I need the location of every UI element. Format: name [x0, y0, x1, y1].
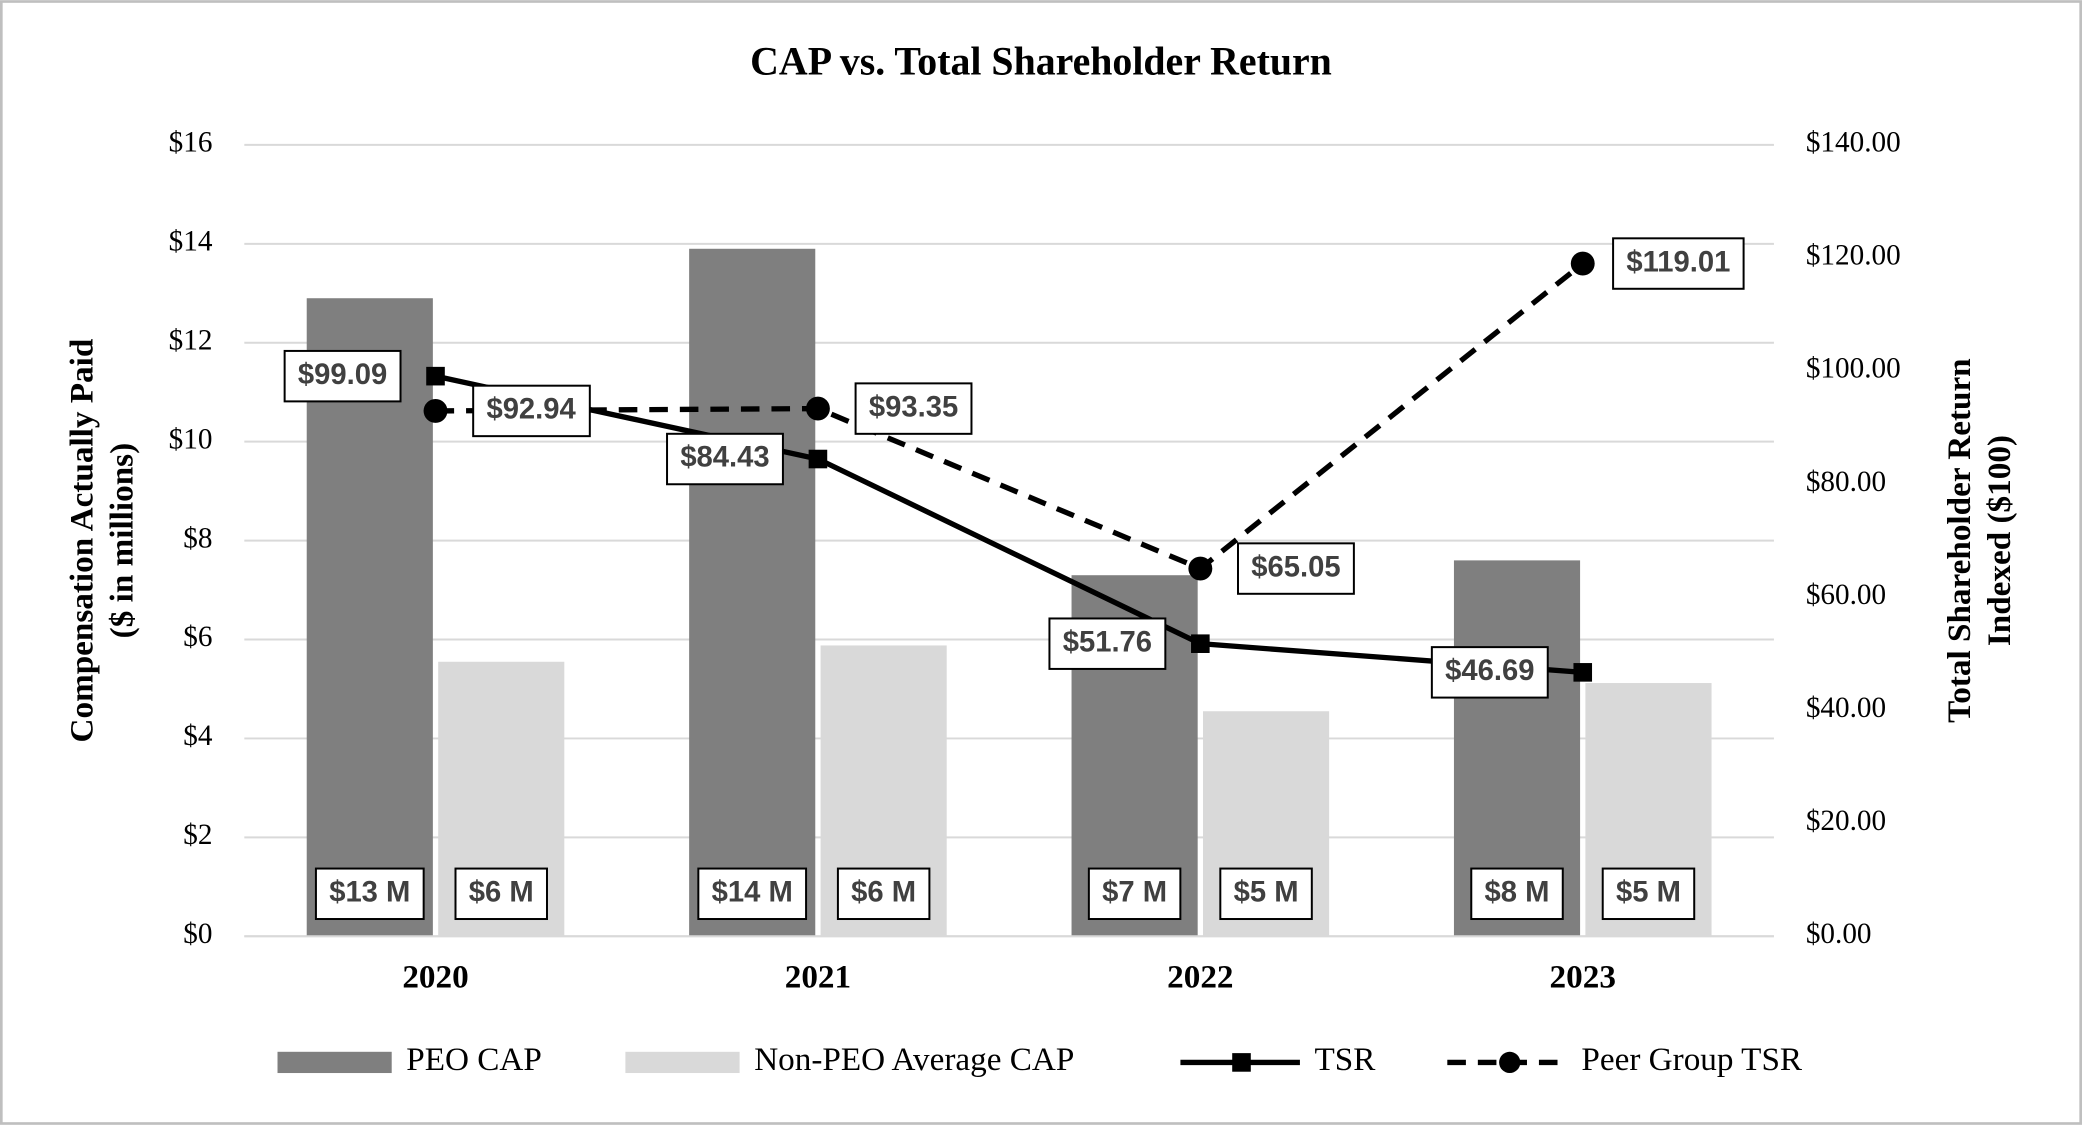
label-box: [1087, 867, 1182, 921]
value-label-box: $119.01: [1612, 237, 1745, 290]
value-label-box: $7 M: [1087, 867, 1182, 921]
y-tick-label: $6: [183, 621, 212, 653]
x-tick-label: 2021: [785, 959, 851, 996]
y2-tick-label: $120.00: [1806, 240, 1901, 272]
y-tick-label: $16: [169, 127, 213, 159]
value-label-box: $6 M: [836, 867, 931, 921]
legend-swatch: [625, 1051, 740, 1074]
label-box: [454, 867, 548, 921]
value-label: $6 M: [851, 877, 916, 909]
y2-tick-label: $140.00: [1806, 127, 1901, 159]
label-box: [472, 384, 591, 438]
value-label-box: $93.35: [854, 382, 973, 435]
label-box: [1237, 542, 1355, 595]
value-label: $46.69: [1445, 655, 1534, 687]
y-axis-title: ($ in millions): [103, 443, 140, 638]
legend-swatch: [277, 1051, 392, 1074]
chart-title: CAP vs. Total Shareholder Return: [750, 39, 1332, 83]
value-label-box: $92.94: [472, 384, 591, 438]
y2-axis-title: Total Shareholder Return: [1941, 358, 1978, 722]
value-label-box: $84.43: [666, 432, 784, 486]
legend-label: PEO CAP: [406, 1041, 542, 1078]
y2-tick-label: $80.00: [1806, 466, 1886, 498]
value-label-box: $46.69: [1430, 646, 1549, 699]
label-box: [1048, 617, 1167, 670]
value-label-box: $65.05: [1237, 542, 1355, 595]
legend-label: TSR: [1315, 1041, 1377, 1078]
marker: [423, 398, 448, 423]
value-label-box: $14 M: [697, 867, 808, 921]
value-label: $93.35: [869, 391, 958, 423]
bar: [306, 298, 433, 937]
value-label: $99.09: [298, 359, 387, 391]
label-box: [697, 867, 808, 921]
value-label-box: $8 M: [1470, 867, 1564, 921]
y-axis-title: Compensation Actually Paid: [64, 338, 101, 742]
y2-tick-label: $100.00: [1806, 353, 1901, 385]
y2-tick-label: $60.00: [1806, 579, 1886, 611]
legend-label: Non-PEO Average CAP: [754, 1041, 1074, 1078]
value-label-box: $6 M: [454, 867, 548, 921]
x-tick-label: 2023: [1550, 959, 1616, 996]
legend-marker: [1499, 1051, 1521, 1074]
value-label: $65.05: [1251, 551, 1340, 583]
value-label: $51.76: [1063, 626, 1152, 658]
value-label: $5 M: [1234, 877, 1299, 909]
y-tick-label: $8: [183, 522, 212, 554]
x-tick-label: 2022: [1167, 959, 1233, 996]
marker: [805, 396, 830, 421]
bar: [689, 248, 816, 937]
value-label: $14 M: [712, 877, 793, 909]
y-tick-label: $2: [183, 819, 212, 851]
value-label-box: $13 M: [314, 867, 425, 921]
label-box: [1612, 237, 1745, 290]
label-box: [854, 382, 973, 435]
y2-tick-label: $40.00: [1806, 692, 1886, 724]
label-box: [283, 349, 402, 403]
y2-axis-title: Indexed ($100): [1981, 435, 2018, 646]
label-box: [1601, 867, 1696, 921]
label-box: [666, 432, 784, 486]
label-box: [1219, 867, 1313, 921]
value-label: $8 M: [1485, 877, 1550, 909]
x-tick-label: 2020: [402, 959, 468, 996]
y2-tick-label: $20.00: [1806, 805, 1886, 837]
value-label: $92.94: [486, 394, 576, 426]
value-label: $5 M: [1616, 877, 1681, 909]
value-label: $13 M: [329, 877, 410, 909]
line-series: [435, 261, 1585, 572]
value-label-box: $99.09: [283, 349, 402, 403]
value-label: $84.43: [680, 442, 769, 474]
y-tick-label: $14: [169, 226, 213, 258]
marker: [1188, 556, 1213, 581]
label-box: [314, 867, 425, 921]
marker: [1573, 663, 1593, 682]
value-label: $119.01: [1626, 246, 1730, 278]
value-label-box: $5 M: [1601, 867, 1696, 921]
value-label-box: $5 M: [1219, 867, 1313, 921]
label-box: [836, 867, 931, 921]
legend-marker: [1232, 1053, 1251, 1072]
y-tick-label: $10: [169, 423, 213, 455]
legend-label: Peer Group TSR: [1581, 1041, 1802, 1078]
marker: [808, 449, 828, 469]
value-label: $7 M: [1102, 877, 1167, 909]
marker: [1570, 251, 1595, 276]
label-box: [1470, 867, 1564, 921]
value-label: $6 M: [469, 877, 534, 909]
y-tick-label: $0: [183, 918, 212, 950]
marker: [426, 366, 445, 386]
y2-tick-label: $0.00: [1806, 918, 1872, 950]
marker: [1191, 634, 1210, 653]
y-tick-label: $4: [183, 720, 213, 752]
line-series: [434, 373, 1583, 676]
y-tick-label: $12: [169, 324, 213, 356]
value-label-box: $51.76: [1048, 617, 1167, 670]
label-box: [1430, 646, 1549, 699]
